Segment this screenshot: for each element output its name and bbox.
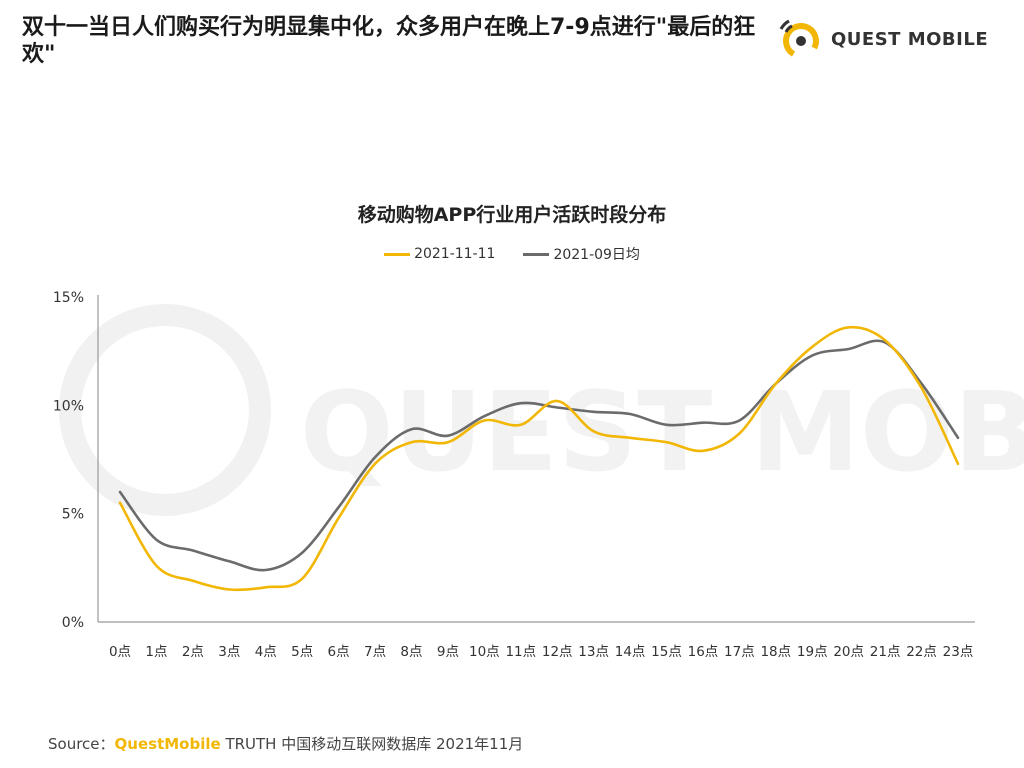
y-tick-label: 15% xyxy=(53,290,84,306)
source-brand: QuestMobile xyxy=(114,735,221,753)
x-tick-label: 22点 xyxy=(906,644,937,660)
x-tick-label: 18点 xyxy=(760,644,791,660)
series-line-0 xyxy=(118,325,960,592)
x-tick-label: 21点 xyxy=(870,644,901,660)
y-tick-label: 5% xyxy=(62,507,84,523)
x-tick-label: 19点 xyxy=(797,644,828,660)
source-prefix: Source： xyxy=(48,735,115,753)
brand-logo: QUEST MOBILE xyxy=(775,14,995,64)
watermark-text: QUEST MOBILE xyxy=(300,368,1024,496)
x-tick-label: 13点 xyxy=(578,644,609,660)
x-tick-label: 16点 xyxy=(688,644,719,660)
logo-text: QUEST MOBILE xyxy=(831,28,989,50)
x-tick-label: 12点 xyxy=(542,644,573,660)
x-tick-label: 1点 xyxy=(145,644,167,660)
legend-label-series-1: 2021-09日均 xyxy=(553,247,640,263)
chart-series xyxy=(118,325,960,592)
x-tick-label: 9点 xyxy=(437,644,459,660)
x-tick-label: 6点 xyxy=(328,644,350,660)
series-line-1 xyxy=(118,339,960,572)
x-tick-label: 17点 xyxy=(724,644,755,660)
x-tick-label: 20点 xyxy=(833,644,864,660)
legend-item-series-1: 2021-09日均 xyxy=(523,244,640,264)
x-tick-label: 15点 xyxy=(651,644,682,660)
y-tick-label: 10% xyxy=(53,398,84,414)
x-tick-label: 4点 xyxy=(255,644,277,660)
chart-title: 移动购物APP行业用户活跃时段分布 xyxy=(357,204,667,226)
questmobile-logo-icon xyxy=(779,19,819,59)
y-tick-label: 0% xyxy=(62,615,84,631)
x-tick-label: 7点 xyxy=(364,644,386,660)
watermark: QUEST MOBILE xyxy=(59,304,1024,516)
x-tick-label: 0点 xyxy=(109,644,131,660)
page-headline: 双十一当日人们购买行为明显集中化，众多用户在晚上7-9点进行"最后的狂欢" xyxy=(22,15,756,67)
x-tick-label: 14点 xyxy=(615,644,646,660)
x-tick-label: 8点 xyxy=(400,644,422,660)
legend-swatch-series-0 xyxy=(384,252,411,256)
legend-swatch-series-1 xyxy=(523,252,550,256)
source-rest: TRUTH 中国移动互联网数据库 2021年11月 xyxy=(220,735,524,753)
watermark-ring xyxy=(59,304,271,516)
x-tick-label: 23点 xyxy=(943,644,974,660)
x-tick-label: 5点 xyxy=(291,644,313,660)
x-tick-label: 2点 xyxy=(182,644,204,660)
x-tick-label: 3点 xyxy=(218,644,240,660)
chart-legend: 2021-11-11 2021-09日均 xyxy=(0,244,1024,264)
x-tick-label: 11点 xyxy=(505,644,536,660)
x-tick-label: 10点 xyxy=(469,644,500,660)
legend-item-series-0: 2021-11-11 xyxy=(384,244,495,264)
legend-label-series-0: 2021-11-11 xyxy=(414,246,496,262)
source-note: Source：QuestMobile TRUTH 中国移动互联网数据库 2021… xyxy=(48,733,523,754)
chart-axes: 0% 5% 10% 15% 0点 1点 2点 3点 4点 5点 6点 7点 8点 9点 10点 11点 12点 1… xyxy=(53,290,975,660)
